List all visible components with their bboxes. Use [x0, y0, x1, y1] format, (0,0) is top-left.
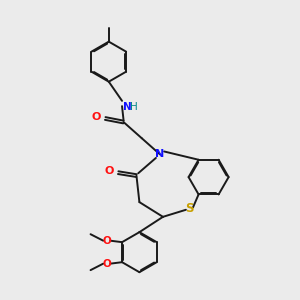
- Text: N: N: [155, 149, 165, 159]
- Text: O: O: [105, 166, 114, 176]
- Text: H: H: [130, 102, 138, 112]
- Text: O: O: [92, 112, 101, 122]
- Text: O: O: [102, 259, 111, 269]
- Text: O: O: [102, 236, 111, 246]
- Text: S: S: [185, 202, 194, 215]
- Text: N: N: [123, 102, 132, 112]
